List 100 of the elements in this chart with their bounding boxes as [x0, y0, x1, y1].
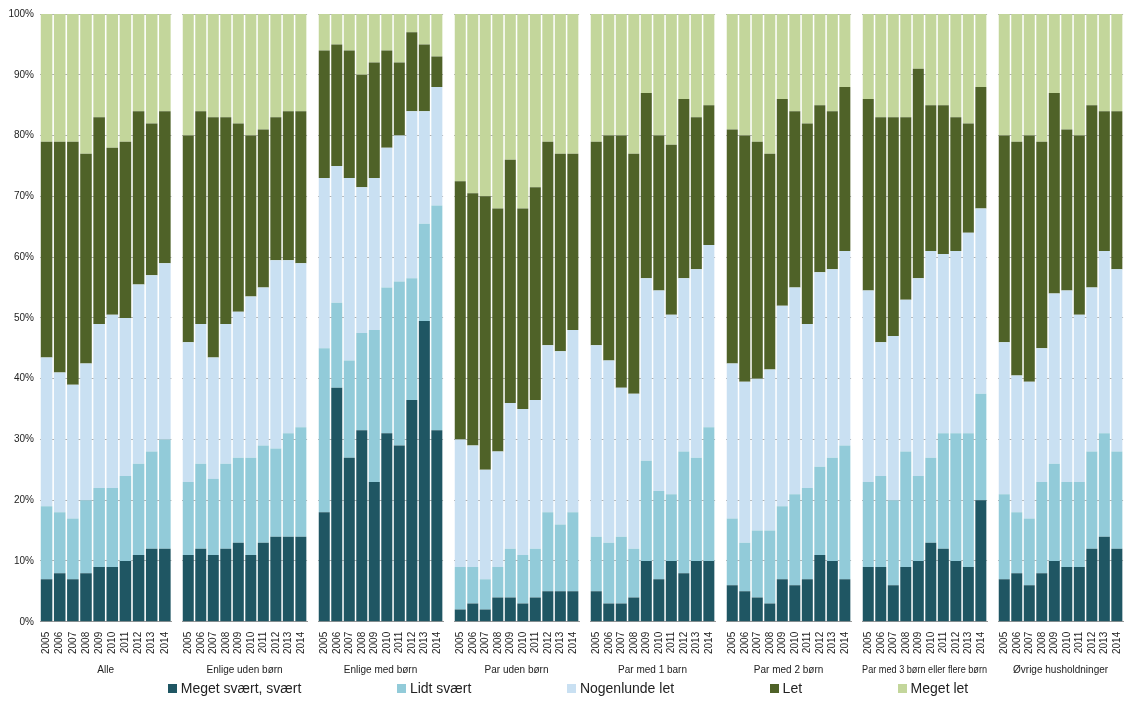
x-tick-label: 2006	[194, 631, 206, 654]
x-tick-label: 2009	[368, 631, 380, 654]
x-tick-label: 2013	[690, 631, 702, 654]
bar	[159, 548, 171, 622]
x-tick-label: 2013	[826, 631, 838, 654]
bar	[119, 560, 132, 622]
x-tick-label: 2011	[801, 631, 813, 654]
x-tick-label: 2005	[318, 631, 330, 654]
bar	[119, 475, 132, 561]
x-tick-label: 2014	[566, 631, 578, 654]
x-tick-label: 2013	[554, 631, 566, 654]
x-tick-label: 2010	[106, 631, 118, 654]
y-tick-label: 90%	[13, 68, 35, 80]
x-tick-label: 2012	[1085, 631, 1097, 654]
x-tick-label: 2013	[962, 631, 974, 654]
x-axis-title: Øvrige husholdninger	[1013, 663, 1109, 675]
bar	[53, 372, 66, 513]
x-tick-label: 2013	[418, 631, 430, 654]
x-tick-label: 2013	[145, 631, 157, 654]
bar	[159, 439, 171, 549]
x-tick-label: 2006	[466, 631, 478, 654]
x-tick-label: 2012	[541, 631, 553, 654]
bar	[159, 14, 171, 112]
x-tick-label: 2011	[937, 631, 949, 654]
bar	[145, 451, 158, 549]
x-tick-label: 2010	[380, 631, 392, 654]
y-tick-label: 80%	[13, 129, 35, 141]
x-tick-label: 2008	[763, 631, 775, 654]
x-axis-title: Par med 3 børn eller flere børn	[862, 663, 988, 675]
x-tick-label: 2013	[1098, 631, 1110, 654]
bar	[159, 111, 171, 264]
x-tick-label: 2008	[899, 631, 911, 654]
x-tick-label: 2011	[1073, 631, 1085, 654]
x-tick-label: 2009	[912, 631, 924, 654]
x-tick-label: 2012	[813, 631, 825, 654]
x-tick-label: 2009	[1048, 631, 1060, 654]
x-tick-label: 2011	[257, 631, 269, 654]
x-tick-label: 2006	[874, 631, 886, 654]
x-axis-title: Par uden børn	[484, 663, 549, 675]
legend-label: Nogenlunde let	[579, 680, 675, 696]
bar	[40, 14, 53, 142]
bar	[40, 141, 53, 358]
x-tick-label: 2005	[998, 631, 1010, 654]
x-tick-label: 2005	[862, 631, 874, 654]
x-tick-label: 2014	[702, 631, 714, 654]
x-tick-label: 2007	[479, 631, 491, 654]
x-axis-title: Enlige med børn	[343, 663, 418, 675]
x-tick-label: 2012	[677, 631, 689, 654]
x-tick-label: 2009	[92, 631, 104, 654]
x-tick-label: 2008	[79, 631, 91, 654]
x-tick-label: 2005	[40, 631, 52, 654]
x-tick-label: 2010	[244, 631, 256, 654]
x-tick-label: 2006	[738, 631, 750, 654]
x-tick-label: 2012	[132, 631, 144, 654]
x-tick-label: 2014	[294, 631, 306, 654]
x-tick-label: 2012	[269, 631, 281, 654]
x-tick-label: 2010	[788, 631, 800, 654]
x-tick-label: 2009	[776, 631, 788, 654]
y-tick-label: 10%	[13, 554, 35, 566]
bar	[145, 14, 158, 124]
x-tick-label: 2010	[1060, 631, 1072, 654]
x-tick-label: 2006	[53, 631, 65, 654]
bar	[53, 141, 66, 373]
x-tick-label: 2007	[207, 631, 219, 654]
x-tick-label: 2008	[491, 631, 503, 654]
y-tick-label: 70%	[13, 190, 35, 202]
x-tick-label: 2011	[665, 631, 677, 654]
x-tick-label: 2012	[949, 631, 961, 654]
x-tick-label: 2007	[343, 631, 355, 654]
x-tick-label: 2005	[726, 631, 738, 654]
x-tick-label: 2008	[355, 631, 367, 654]
x-tick-label: 2008	[1035, 631, 1047, 654]
x-tick-label: 2006	[330, 631, 342, 654]
bar	[145, 123, 158, 276]
x-tick-label: 2013	[282, 631, 294, 654]
x-tick-label: 2005	[182, 631, 194, 654]
legend-label: Let	[782, 680, 803, 696]
y-tick-label: 50%	[13, 311, 35, 323]
bar	[53, 14, 66, 142]
x-tick-label: 2011	[119, 631, 131, 654]
x-tick-label: 2007	[615, 631, 627, 654]
bar	[145, 548, 158, 622]
x-tick-label: 2009	[640, 631, 652, 654]
bar	[145, 275, 158, 452]
x-tick-label: 2007	[66, 631, 78, 654]
bar	[132, 284, 145, 464]
x-tick-label: 2014	[430, 631, 442, 654]
y-tick-label: 100%	[8, 7, 35, 19]
x-axis-title: Enlige uden børn	[206, 663, 283, 675]
x-tick-label: 2012	[405, 631, 417, 654]
x-tick-label: 2014	[158, 631, 170, 654]
x-tick-label: 2006	[602, 631, 614, 654]
legend-label: Lidt svært	[409, 680, 472, 696]
x-tick-label: 2010	[652, 631, 664, 654]
bar	[132, 463, 145, 555]
x-axis-title: Par med 2 børn	[753, 663, 824, 675]
x-tick-label: 2009	[504, 631, 516, 654]
x-tick-label: 2007	[1023, 631, 1035, 654]
bar	[53, 573, 66, 622]
x-tick-label: 2011	[393, 631, 405, 654]
